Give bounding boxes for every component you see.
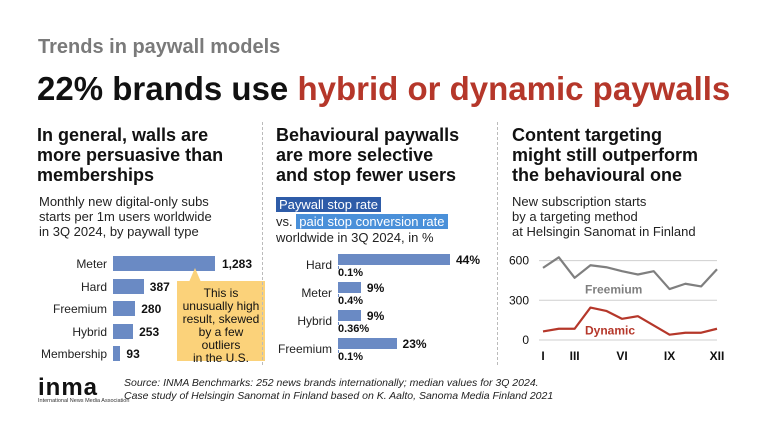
callout-line: This is bbox=[203, 286, 239, 300]
title-accent: hybrid or dynamic paywalls bbox=[297, 70, 731, 107]
bar-category-label: Hard bbox=[305, 258, 332, 272]
col1-heading-line: memberships bbox=[37, 165, 155, 185]
series-label-freemium: Freemium bbox=[585, 283, 642, 297]
conversion-rate-bar bbox=[338, 266, 339, 269]
col2-heading-line: are more selective bbox=[276, 145, 434, 165]
y-tick-label: 300 bbox=[509, 293, 529, 307]
stop-rate-value: 44% bbox=[456, 253, 481, 267]
col3-subtitle-line: New subscription starts bbox=[512, 194, 647, 209]
bar bbox=[113, 301, 136, 316]
bar-category-label: Hybrid bbox=[72, 324, 107, 339]
bar-value-label: 280 bbox=[141, 302, 162, 316]
series-line-freemium bbox=[542, 256, 718, 291]
bar bbox=[113, 256, 215, 271]
callout-line: by a few bbox=[198, 325, 244, 339]
series-label-dynamic: Dynamic bbox=[585, 324, 635, 338]
bar-value-label: 1,283 bbox=[222, 257, 253, 271]
bar bbox=[113, 278, 144, 294]
source-line: Case study of Helsingin Sanomat in Finla… bbox=[124, 390, 554, 402]
bar-value-label: 93 bbox=[126, 347, 140, 361]
x-tick-label: III bbox=[570, 349, 580, 363]
x-tick-label: IX bbox=[664, 349, 675, 363]
col3-heading-line: Content targeting bbox=[512, 125, 662, 145]
col3-heading-line: might still outperform bbox=[512, 145, 698, 165]
legend-vs: vs. bbox=[276, 214, 293, 229]
bar-category-label: Hybrid bbox=[297, 314, 332, 328]
col1-subtitle-line: starts per 1m users worldwide bbox=[39, 209, 212, 224]
stop-rate-bar bbox=[338, 338, 397, 349]
stop-rate-value: 23% bbox=[402, 337, 427, 351]
title-part-1: 22% brands use bbox=[37, 70, 298, 107]
conversion-rate-value: 0.1% bbox=[338, 267, 364, 279]
conversion-rate-value: 0.1% bbox=[338, 351, 364, 363]
col3-subtitle-line: at Helsingin Sanomat in Finland bbox=[512, 224, 696, 239]
stop-rate-bar bbox=[338, 254, 450, 265]
stop-rate-bar bbox=[338, 310, 361, 321]
callout-line: unusually high bbox=[182, 299, 260, 313]
col3-heading: Content targeting might still outperform… bbox=[512, 125, 698, 185]
page-kicker: Trends in paywall models bbox=[38, 36, 281, 58]
callout-line: result, skewed bbox=[182, 312, 260, 326]
y-tick-label: 0 bbox=[522, 333, 529, 347]
stop-rate-value: 9% bbox=[366, 309, 385, 323]
conversion-rate-value: 0.36% bbox=[338, 323, 370, 335]
column-divider bbox=[262, 122, 264, 365]
col1-subtitle-line: Monthly new digital-only subs bbox=[39, 194, 209, 209]
stop-rate-bar bbox=[338, 282, 361, 293]
source-note: Source: INMA Benchmarks: 252 news brands… bbox=[124, 377, 553, 403]
bar-value-label: 387 bbox=[149, 279, 170, 294]
col1-heading-line: more persuasive than bbox=[37, 145, 224, 165]
bar-category-label: Meter bbox=[76, 257, 107, 271]
x-tick-label: VI bbox=[616, 349, 627, 363]
col2-legend: Paywall stop rate vs. paid stop conversi… bbox=[276, 197, 448, 245]
conversion-rate-bar bbox=[338, 350, 339, 353]
bar-category-label: Meter bbox=[301, 286, 332, 300]
col3-subtitle: New subscription starts by a targeting m… bbox=[512, 194, 696, 239]
col3-heading-line: the behavioural one bbox=[512, 165, 683, 185]
col2-subtitle: worldwide in 3Q 2024, in % bbox=[276, 230, 434, 245]
legend-stop-rate: Paywall stop rate bbox=[276, 197, 381, 212]
legend-conversion-rate: paid stop conversion rate bbox=[296, 214, 448, 229]
bar bbox=[113, 346, 121, 361]
column-divider bbox=[497, 122, 499, 365]
col1-heading-line: In general, walls are bbox=[37, 125, 209, 145]
bar-category-label: Hard bbox=[80, 279, 107, 294]
conversion-rate-bar bbox=[338, 294, 340, 297]
y-tick-label: 600 bbox=[509, 254, 529, 268]
conversion-rate-bar bbox=[338, 322, 339, 325]
bar-category-label: Membership bbox=[40, 347, 107, 361]
x-tick-label: XII bbox=[710, 349, 725, 363]
stop-rate-value: 9% bbox=[366, 281, 385, 295]
col2-heading-line: Behavioural paywalls bbox=[276, 125, 460, 145]
col1-subtitle: Monthly new digital-only subs starts per… bbox=[39, 194, 212, 239]
col1-heading: In general, walls are more persuasive th… bbox=[37, 125, 223, 185]
inma-logo: inma bbox=[38, 374, 99, 401]
col3-subtitle-line: by a targeting method bbox=[512, 209, 638, 224]
page-title: 22% brands use hybrid or dynamic paywall… bbox=[37, 70, 730, 108]
callout-pointer bbox=[189, 268, 201, 282]
col2-heading: Behavioural paywalls are more selective … bbox=[276, 125, 459, 185]
bar-category-label: Freemium bbox=[52, 302, 107, 316]
conversion-rate-value: 0.4% bbox=[338, 295, 364, 307]
series-line-dynamic bbox=[542, 306, 718, 336]
source-line: Source: INMA Benchmarks: 252 news brands… bbox=[124, 377, 539, 389]
col2-heading-line: and stop fewer users bbox=[276, 165, 457, 185]
inma-logo-subtitle: International News Media Association bbox=[38, 398, 130, 404]
callout-line: in the U.S. bbox=[192, 351, 250, 365]
bar-value-label: 253 bbox=[139, 324, 160, 339]
outlier-callout: This is unusually high result, skewed by… bbox=[177, 281, 265, 365]
bar-category-label: Freemium bbox=[277, 342, 332, 356]
col1-subtitle-line: in 3Q 2024, by paywall type bbox=[39, 224, 199, 239]
callout-line: outliers bbox=[201, 338, 241, 352]
x-tick-label: I bbox=[541, 349, 544, 363]
bar bbox=[113, 323, 134, 339]
